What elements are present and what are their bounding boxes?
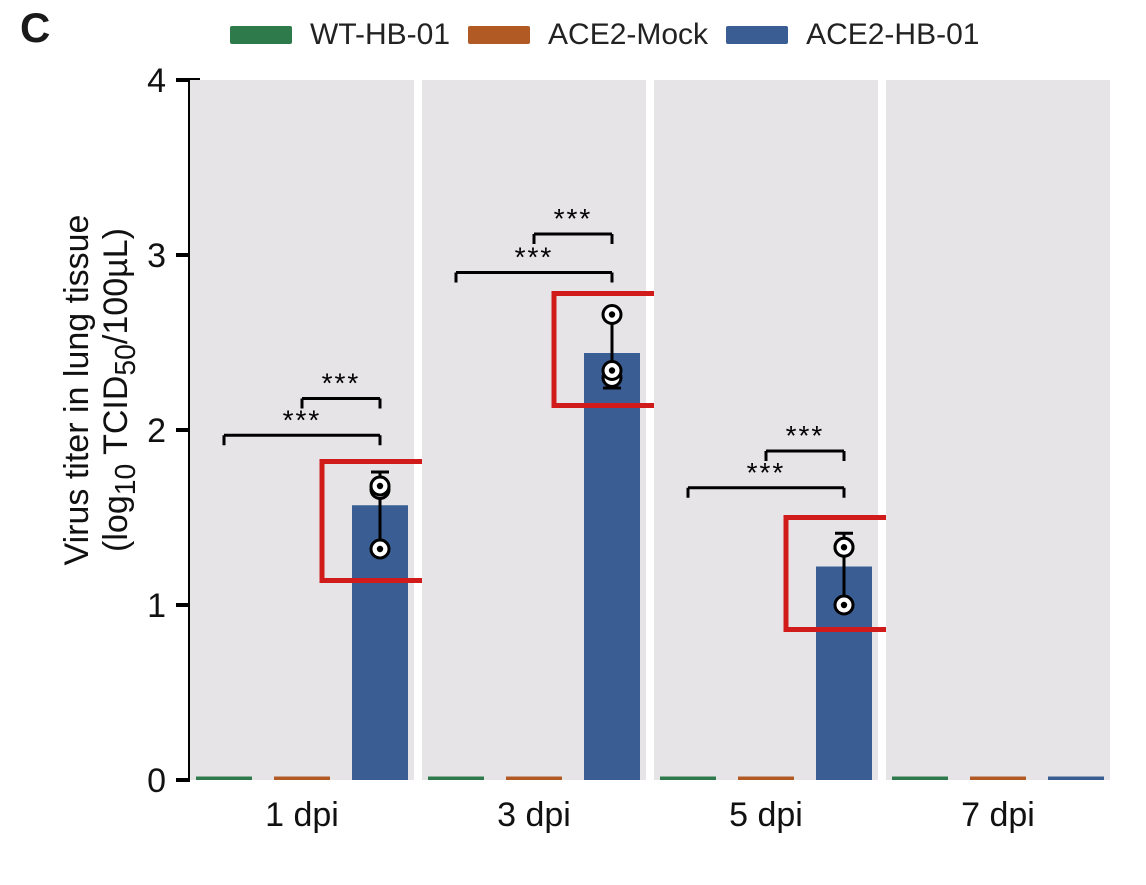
svg-text:3: 3 — [147, 237, 166, 275]
svg-text:***: *** — [283, 404, 322, 435]
svg-text:***: *** — [747, 457, 786, 488]
x-axis-label: 3 dpi — [497, 796, 571, 834]
svg-text:***: *** — [786, 420, 825, 451]
svg-text:1: 1 — [147, 587, 166, 625]
x-axis-label: 1 dpi — [265, 796, 339, 834]
svg-text:***: *** — [515, 242, 554, 273]
x-axis-label: 5 dpi — [729, 796, 803, 834]
x-axis-label: 7 dpi — [961, 796, 1035, 834]
bar-chart: 01234******1 dpi******3 dpi******5 dpi7 … — [0, 0, 1146, 885]
svg-text:2: 2 — [147, 412, 166, 450]
figure-root: { "panel_label": "C", "panel_label_fonts… — [0, 0, 1146, 885]
svg-text:***: *** — [554, 203, 593, 234]
svg-text:***: *** — [322, 368, 361, 399]
svg-text:4: 4 — [147, 62, 166, 100]
svg-text:0: 0 — [147, 762, 166, 800]
